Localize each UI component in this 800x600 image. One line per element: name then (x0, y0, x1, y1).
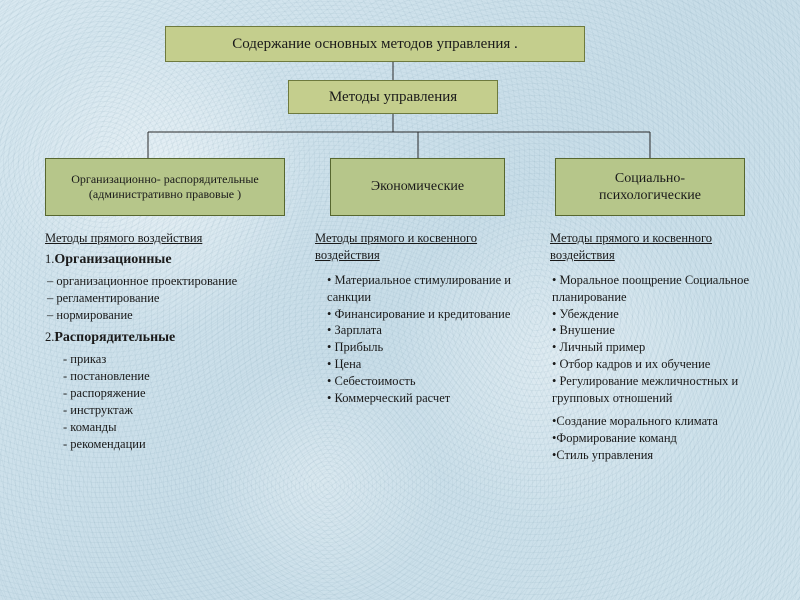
org-sec1-label: Организационные (54, 252, 171, 267)
list-item: Личный пример (550, 339, 775, 356)
list-item: распоряжение (61, 385, 300, 402)
list-item: Финансирование и кредитование (325, 306, 530, 323)
list-item: Материальное стимулирование и санкции (325, 272, 530, 306)
title-label: Содержание основных методов управления . (232, 35, 518, 54)
list-item: Зарплата (325, 322, 530, 339)
econ-heading: Методы прямого и косвенного воздействия (315, 230, 530, 264)
column-org: Методы прямого воздействия 1.Организацио… (45, 230, 300, 459)
list-item: организационное проектирование (45, 273, 300, 290)
list-item: Внушение (550, 322, 775, 339)
list-item: Регулирование межличностных и групповых … (550, 373, 775, 407)
list-item: Моральное поощрение Социальное планирова… (550, 272, 775, 306)
org-label: Организационно- распорядительные (админи… (54, 172, 276, 202)
methods-label: Методы управления (329, 88, 457, 107)
list-item: постановление (61, 368, 300, 385)
list-item: Цена (325, 356, 530, 373)
list-item: приказ (61, 351, 300, 368)
list-item: Коммерческий расчет (325, 390, 530, 407)
list-item: Себестоимость (325, 373, 530, 390)
org-heading: Методы прямого воздействия (45, 230, 300, 247)
methods-box: Методы управления (288, 80, 498, 114)
list-item: нормирование (45, 307, 300, 324)
list-item: инструктаж (61, 402, 300, 419)
econ-box: Экономические (330, 158, 505, 216)
org-sec2-num: 2. (45, 330, 54, 344)
list-item: регламентирование (45, 290, 300, 307)
org-list2: приказпостановлениераспоряжениеинструкта… (61, 351, 300, 452)
soc-box: Социально-психологические (555, 158, 745, 216)
econ-label: Экономические (371, 178, 464, 196)
list-item: Отбор кадров и их обучение (550, 356, 775, 373)
list-item: •Создание морального климата (550, 413, 775, 430)
soc-label: Социально-психологические (599, 170, 701, 205)
list-item: •Формирование команд (550, 430, 775, 447)
econ-list: Материальное стимулирование и санкцииФин… (325, 272, 530, 407)
list-item: Прибыль (325, 339, 530, 356)
soc-list-bulleted: Моральное поощрение Социальное планирова… (550, 272, 775, 407)
org-sec1-num: 1. (45, 252, 54, 266)
org-list1: организационное проектированиерегламенти… (45, 273, 300, 324)
list-item: •Стиль управления (550, 447, 775, 464)
title-box: Содержание основных методов управления . (165, 26, 585, 62)
org-box: Организационно- распорядительные (админи… (45, 158, 285, 216)
list-item: команды (61, 419, 300, 436)
list-item: Убеждение (550, 306, 775, 323)
column-econ: Методы прямого и косвенного воздействия … (315, 230, 530, 413)
soc-list-plain: •Создание морального климата•Формировани… (550, 413, 775, 464)
column-soc: Методы прямого и косвенного воздействия … (550, 230, 775, 469)
soc-heading: Методы прямого и косвенного воздействия (550, 230, 775, 264)
list-item: рекомендации (61, 436, 300, 453)
org-sec2-label: Распорядительные (54, 330, 175, 345)
